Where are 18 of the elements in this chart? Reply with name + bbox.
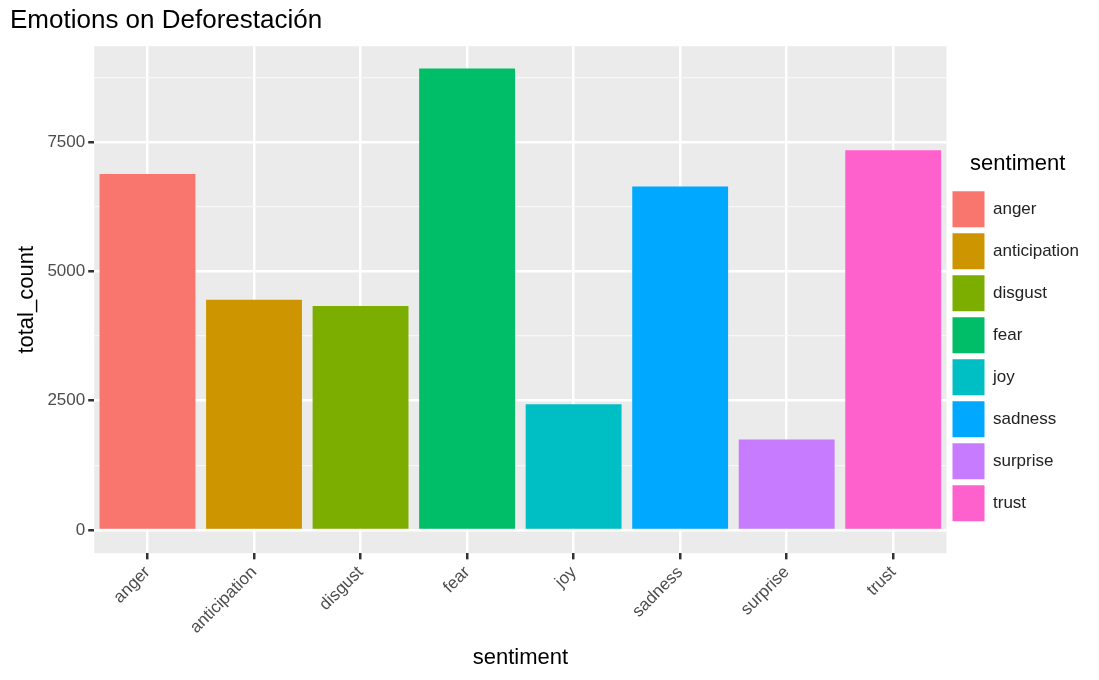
x-tick-label: fear <box>439 562 474 597</box>
legend-label: anticipation <box>993 240 1080 260</box>
legend-title: sentiment <box>970 149 1066 175</box>
legend-label: disgust <box>993 282 1048 302</box>
legend-label: trust <box>993 492 1027 512</box>
y-tick-label: 2500 <box>47 390 86 410</box>
chart-title: Emotions on Deforestación <box>10 3 323 34</box>
legend-label: joy <box>992 366 1016 386</box>
y-tick-label: 7500 <box>47 131 86 151</box>
y-tick-label: 0 <box>75 519 86 539</box>
y-tick-label: 5000 <box>47 261 86 280</box>
legend-label: sadness <box>993 408 1057 428</box>
legend-label: surprise <box>993 450 1054 470</box>
legend-label: anger <box>993 198 1037 218</box>
x-axis-title: sentiment <box>472 643 569 669</box>
y-axis-title: total_count <box>13 245 39 354</box>
legend-label: fear <box>993 324 1023 344</box>
x-tick-label: joy <box>550 561 581 592</box>
